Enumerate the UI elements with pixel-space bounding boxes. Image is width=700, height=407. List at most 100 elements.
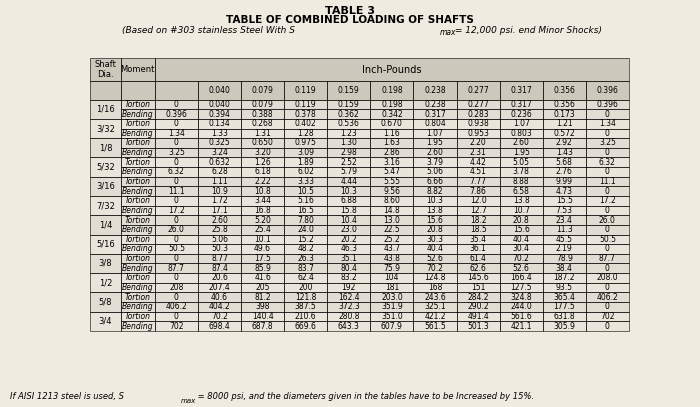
Bar bbox=[414, 321, 456, 331]
Bar bbox=[370, 215, 414, 225]
Text: 0.975: 0.975 bbox=[295, 138, 316, 147]
Text: 0.803: 0.803 bbox=[510, 129, 532, 138]
Text: 45.5: 45.5 bbox=[556, 235, 573, 244]
Text: 0.283: 0.283 bbox=[468, 109, 489, 118]
Bar bbox=[370, 119, 414, 129]
Bar bbox=[370, 234, 414, 244]
Bar bbox=[120, 100, 155, 109]
Text: 0: 0 bbox=[174, 312, 179, 321]
Bar bbox=[90, 215, 120, 234]
Bar bbox=[284, 292, 327, 302]
Bar bbox=[500, 148, 542, 158]
Bar bbox=[586, 167, 629, 177]
Text: 30.4: 30.4 bbox=[512, 245, 530, 254]
Bar bbox=[456, 206, 500, 215]
Bar bbox=[370, 283, 414, 292]
Text: 372.3: 372.3 bbox=[338, 302, 360, 311]
Bar bbox=[500, 148, 542, 158]
Text: 0: 0 bbox=[174, 119, 179, 128]
Bar bbox=[414, 312, 456, 321]
Text: 0.572: 0.572 bbox=[554, 129, 575, 138]
Bar bbox=[155, 215, 198, 225]
Text: 5.05: 5.05 bbox=[512, 158, 530, 167]
Bar bbox=[414, 100, 456, 109]
Text: Bending: Bending bbox=[122, 187, 153, 196]
Text: 5.79: 5.79 bbox=[340, 167, 357, 176]
Bar bbox=[542, 283, 586, 292]
Bar bbox=[241, 234, 284, 244]
Text: 3.33: 3.33 bbox=[298, 177, 314, 186]
Text: 7/32: 7/32 bbox=[96, 201, 115, 210]
Bar bbox=[500, 109, 542, 119]
Text: 40.6: 40.6 bbox=[211, 293, 228, 302]
Text: 17.2: 17.2 bbox=[168, 206, 185, 215]
Bar bbox=[90, 234, 120, 254]
Bar bbox=[120, 254, 155, 263]
Bar bbox=[586, 148, 629, 158]
Text: 0: 0 bbox=[174, 100, 179, 109]
Bar bbox=[500, 100, 542, 109]
Bar bbox=[500, 321, 542, 331]
Text: Tortion: Tortion bbox=[125, 274, 150, 282]
Bar bbox=[414, 215, 456, 225]
Bar bbox=[370, 263, 414, 273]
Text: 3.25: 3.25 bbox=[168, 148, 185, 157]
Bar bbox=[586, 244, 629, 254]
Text: 0.378: 0.378 bbox=[295, 109, 316, 118]
Text: 5.55: 5.55 bbox=[384, 177, 400, 186]
Text: Bending: Bending bbox=[122, 322, 153, 330]
Text: 168: 168 bbox=[428, 283, 442, 292]
Bar bbox=[90, 254, 120, 273]
Bar bbox=[327, 254, 370, 263]
Text: 2.76: 2.76 bbox=[556, 167, 573, 176]
Text: 8.88: 8.88 bbox=[513, 177, 529, 186]
Bar bbox=[198, 292, 241, 302]
Text: 0.317: 0.317 bbox=[510, 100, 532, 109]
Bar bbox=[542, 263, 586, 273]
Bar bbox=[414, 283, 456, 292]
Bar bbox=[120, 273, 155, 283]
Bar bbox=[198, 119, 241, 129]
Bar bbox=[456, 177, 500, 186]
Text: 145.6: 145.6 bbox=[467, 274, 489, 282]
Bar bbox=[284, 234, 327, 244]
Text: 11.1: 11.1 bbox=[168, 187, 185, 196]
Bar bbox=[456, 119, 500, 129]
Bar bbox=[284, 215, 327, 225]
Bar bbox=[370, 119, 414, 129]
Bar bbox=[155, 206, 198, 215]
Bar bbox=[414, 321, 456, 331]
Bar bbox=[155, 158, 198, 167]
Text: 48.2: 48.2 bbox=[298, 245, 314, 254]
Bar bbox=[241, 312, 284, 321]
Text: 351.9: 351.9 bbox=[381, 302, 402, 311]
Bar bbox=[586, 273, 629, 283]
Text: 0: 0 bbox=[605, 225, 610, 234]
Bar bbox=[542, 244, 586, 254]
Bar bbox=[284, 321, 327, 331]
Bar bbox=[456, 244, 500, 254]
Bar bbox=[284, 273, 327, 283]
Bar bbox=[241, 225, 284, 234]
Bar bbox=[241, 254, 284, 263]
Text: 93.5: 93.5 bbox=[556, 283, 573, 292]
Bar bbox=[120, 263, 155, 273]
Bar bbox=[120, 206, 155, 215]
Text: 5.47: 5.47 bbox=[384, 167, 400, 176]
Bar bbox=[327, 215, 370, 225]
Bar bbox=[120, 186, 155, 196]
Bar bbox=[456, 254, 500, 263]
Text: 12.0: 12.0 bbox=[470, 196, 486, 205]
Bar bbox=[370, 138, 414, 148]
Text: 0.079: 0.079 bbox=[252, 86, 274, 95]
Bar bbox=[198, 244, 241, 254]
Text: 49.6: 49.6 bbox=[254, 245, 271, 254]
Text: 0.394: 0.394 bbox=[209, 109, 230, 118]
Bar bbox=[241, 158, 284, 167]
Bar bbox=[198, 119, 241, 129]
Text: 62.6: 62.6 bbox=[470, 264, 486, 273]
Text: 162.4: 162.4 bbox=[338, 293, 360, 302]
Bar bbox=[241, 186, 284, 196]
Bar bbox=[586, 254, 629, 263]
Bar bbox=[370, 215, 414, 225]
